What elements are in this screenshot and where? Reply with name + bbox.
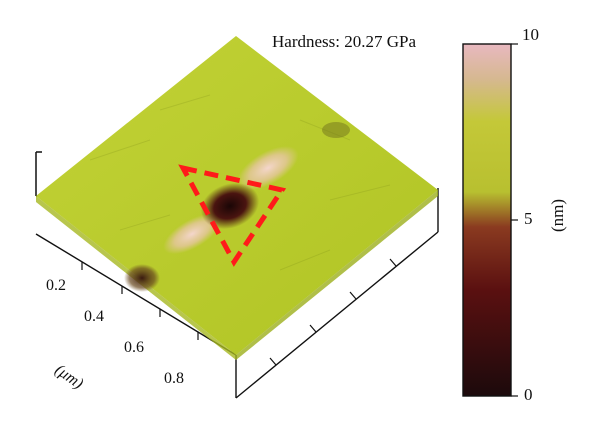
- axis-unit-label: (μm): [52, 361, 87, 392]
- surface-texture: [89, 94, 391, 271]
- z-axis-bracket: [35, 151, 42, 197]
- colorbar-max-label: 10: [522, 25, 539, 44]
- afm-surface: [36, 36, 438, 360]
- box-axes: [35, 188, 439, 399]
- colorbar: 10 5 0 (nm): [462, 25, 567, 404]
- front-axis-ticks: [81, 262, 199, 340]
- hardness-label: Hardness: 20.27 GPa: [272, 32, 416, 51]
- indent-marker-triangle: [178, 164, 287, 267]
- pileup-upper: [237, 146, 299, 190]
- colorbar-min-label: 0: [524, 385, 533, 404]
- tick-label-1: 0.4: [84, 308, 104, 325]
- tick-label-3: 0.8: [164, 370, 184, 387]
- indent-pit: [200, 182, 260, 230]
- colorbar-gradient: [462, 43, 512, 397]
- axis-tick-labels: 0.2 0.4 0.6 0.8: [46, 277, 184, 387]
- surface-edge-right: [236, 190, 438, 360]
- surface-bump: [124, 264, 160, 292]
- right-axis-ticks: [269, 258, 397, 366]
- tick-label-0: 0.2: [46, 277, 66, 294]
- surface-spot: [322, 122, 350, 138]
- tick-label-2: 0.6: [124, 339, 144, 356]
- colorbar-mid-label: 5: [524, 209, 533, 228]
- pileup-lower: [163, 213, 221, 255]
- colorbar-unit-label: (nm): [548, 199, 567, 232]
